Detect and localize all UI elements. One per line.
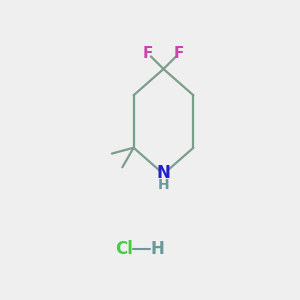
Text: F: F — [143, 46, 153, 61]
Text: H: H — [151, 240, 164, 258]
Text: H: H — [158, 178, 169, 192]
Text: F: F — [174, 46, 184, 61]
Text: Cl: Cl — [116, 240, 134, 258]
Text: N: N — [157, 164, 170, 181]
